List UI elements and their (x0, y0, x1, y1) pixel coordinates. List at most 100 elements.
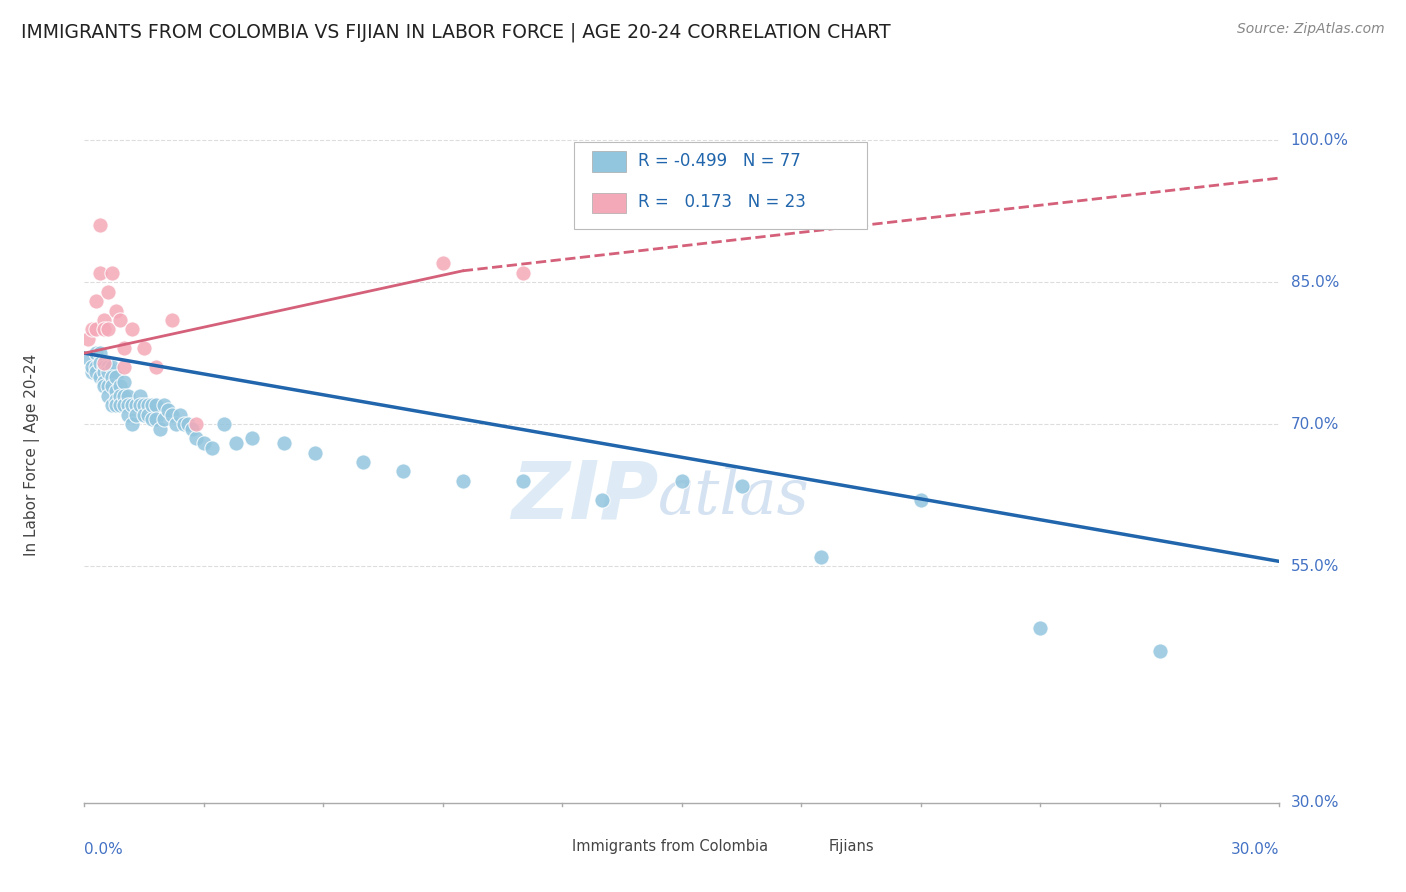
Point (93, 356, 115, 370)
Point (125, 398, 148, 412)
Point (145, 398, 167, 412)
Point (591, 492, 613, 507)
Point (101, 379, 124, 393)
Point (101, 360, 124, 375)
Point (112, 389, 135, 403)
Point (184, 431, 207, 445)
Text: In Labor Force | Age 20-24: In Labor Force | Age 20-24 (24, 354, 39, 556)
Point (86, 360, 108, 375)
Point (110, 398, 132, 412)
Point (184, 417, 207, 432)
Point (165, 417, 187, 432)
FancyBboxPatch shape (574, 142, 868, 229)
Point (105, 398, 128, 412)
Point (149, 422, 172, 436)
Point (101, 369, 124, 384)
Text: 100.0%: 100.0% (1291, 133, 1348, 148)
Point (129, 389, 152, 403)
Point (97, 379, 120, 393)
Text: Immigrants from Colombia: Immigrants from Colombia (572, 839, 768, 855)
Point (671, 474, 693, 488)
Point (110, 389, 132, 403)
Point (86, 322, 108, 336)
Point (97, 389, 120, 403)
Point (101, 266, 124, 280)
Point (97, 360, 120, 375)
Point (121, 417, 143, 432)
Point (86, 365, 108, 379)
Point (169, 408, 191, 422)
Text: 0.0%: 0.0% (84, 842, 124, 856)
Point (89, 266, 111, 280)
Point (82, 322, 104, 336)
Point (93, 375, 115, 389)
Point (89, 356, 111, 370)
Point (105, 303, 128, 318)
Text: ZIP: ZIP (510, 458, 658, 536)
Text: Fijians: Fijians (830, 839, 875, 855)
Point (201, 441, 224, 455)
Point (157, 403, 180, 417)
Point (117, 389, 139, 403)
Point (110, 313, 132, 327)
Point (101, 398, 124, 412)
FancyBboxPatch shape (538, 838, 565, 855)
Point (392, 465, 415, 479)
Point (82, 360, 104, 375)
Point (512, 266, 534, 280)
Point (141, 412, 163, 426)
Point (112, 342, 135, 356)
Point (1029, 621, 1052, 635)
Point (117, 408, 139, 422)
Point (132, 342, 156, 356)
Point (145, 360, 167, 375)
Point (89, 346, 111, 360)
Text: 70.0%: 70.0% (1291, 417, 1339, 432)
Point (112, 375, 135, 389)
Text: 30.0%: 30.0% (1232, 842, 1279, 856)
Point (129, 398, 152, 412)
Point (97, 365, 120, 379)
Point (145, 412, 167, 426)
Point (86, 346, 108, 360)
Point (153, 412, 176, 426)
Point (432, 256, 454, 270)
FancyBboxPatch shape (592, 193, 626, 213)
Point (212, 417, 235, 432)
Point (132, 408, 156, 422)
Point (93, 379, 115, 393)
Point (105, 393, 128, 408)
Point (105, 384, 128, 398)
Point (153, 398, 176, 412)
Point (86, 294, 108, 309)
Text: IMMIGRANTS FROM COLOMBIA VS FIJIAN IN LABOR FORCE | AGE 20-24 CORRELATION CHART: IMMIGRANTS FROM COLOMBIA VS FIJIAN IN LA… (21, 22, 891, 42)
Point (93, 322, 115, 336)
Point (273, 436, 295, 450)
Point (112, 360, 135, 375)
Point (160, 408, 183, 422)
Point (180, 422, 202, 436)
Point (105, 369, 128, 384)
Point (240, 431, 263, 445)
Point (512, 474, 534, 488)
Point (97, 322, 120, 336)
Point (225, 436, 247, 450)
FancyBboxPatch shape (592, 151, 626, 172)
Point (89, 369, 111, 384)
Point (93, 365, 115, 379)
Text: 85.0%: 85.0% (1291, 275, 1339, 290)
Text: R = -0.499   N = 77: R = -0.499 N = 77 (638, 152, 800, 169)
Point (77, 332, 100, 346)
Point (1149, 644, 1171, 658)
Point (110, 379, 132, 393)
Text: 30.0%: 30.0% (1291, 796, 1339, 810)
Point (910, 492, 932, 507)
Text: atlas: atlas (658, 466, 810, 527)
Point (93, 313, 115, 327)
Text: R =   0.173   N = 23: R = 0.173 N = 23 (638, 194, 806, 211)
Point (132, 398, 156, 412)
Point (121, 398, 143, 412)
Point (810, 549, 832, 564)
Point (77, 351, 100, 365)
Point (136, 408, 159, 422)
